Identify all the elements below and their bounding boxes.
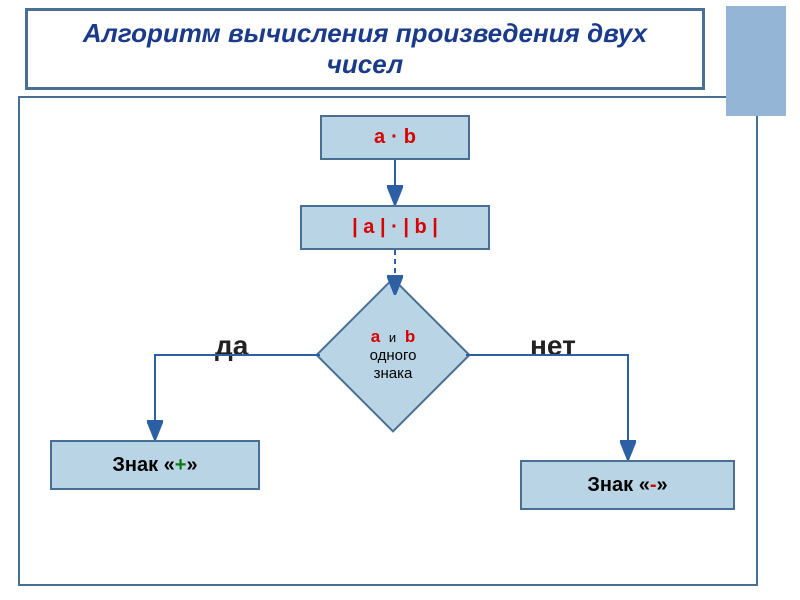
decision-b: b [405, 327, 415, 346]
minus-sign: - [650, 474, 657, 497]
label-no: нет [530, 330, 576, 362]
node-start-a: a [374, 126, 385, 149]
decision-a: a [371, 327, 380, 346]
plus-sign: + [175, 454, 187, 477]
page-title: Алгоритм вычисления произведения двух чи… [48, 18, 682, 80]
node-minus: Знак « - » [520, 460, 735, 510]
decision-line3: знака [374, 365, 413, 383]
node-abs-text: | a | · | b | [352, 216, 438, 239]
minus-prefix: Знак « [587, 474, 649, 497]
plus-prefix: Знак « [112, 454, 174, 477]
node-start-dot: · [391, 126, 398, 149]
title-shadow [726, 6, 786, 116]
label-yes: да [215, 330, 248, 362]
node-start: a · b [320, 115, 470, 160]
minus-suffix: » [656, 474, 667, 497]
node-decision: a и b одного знака [338, 300, 448, 410]
decision-line2: одного [370, 347, 417, 365]
decision-and: и [389, 330, 396, 345]
plus-suffix: » [186, 454, 197, 477]
node-abs: | a | · | b | [300, 205, 490, 250]
title-box: Алгоритм вычисления произведения двух чи… [25, 8, 705, 90]
node-start-b: b [404, 126, 416, 149]
node-plus: Знак « + » [50, 440, 260, 490]
